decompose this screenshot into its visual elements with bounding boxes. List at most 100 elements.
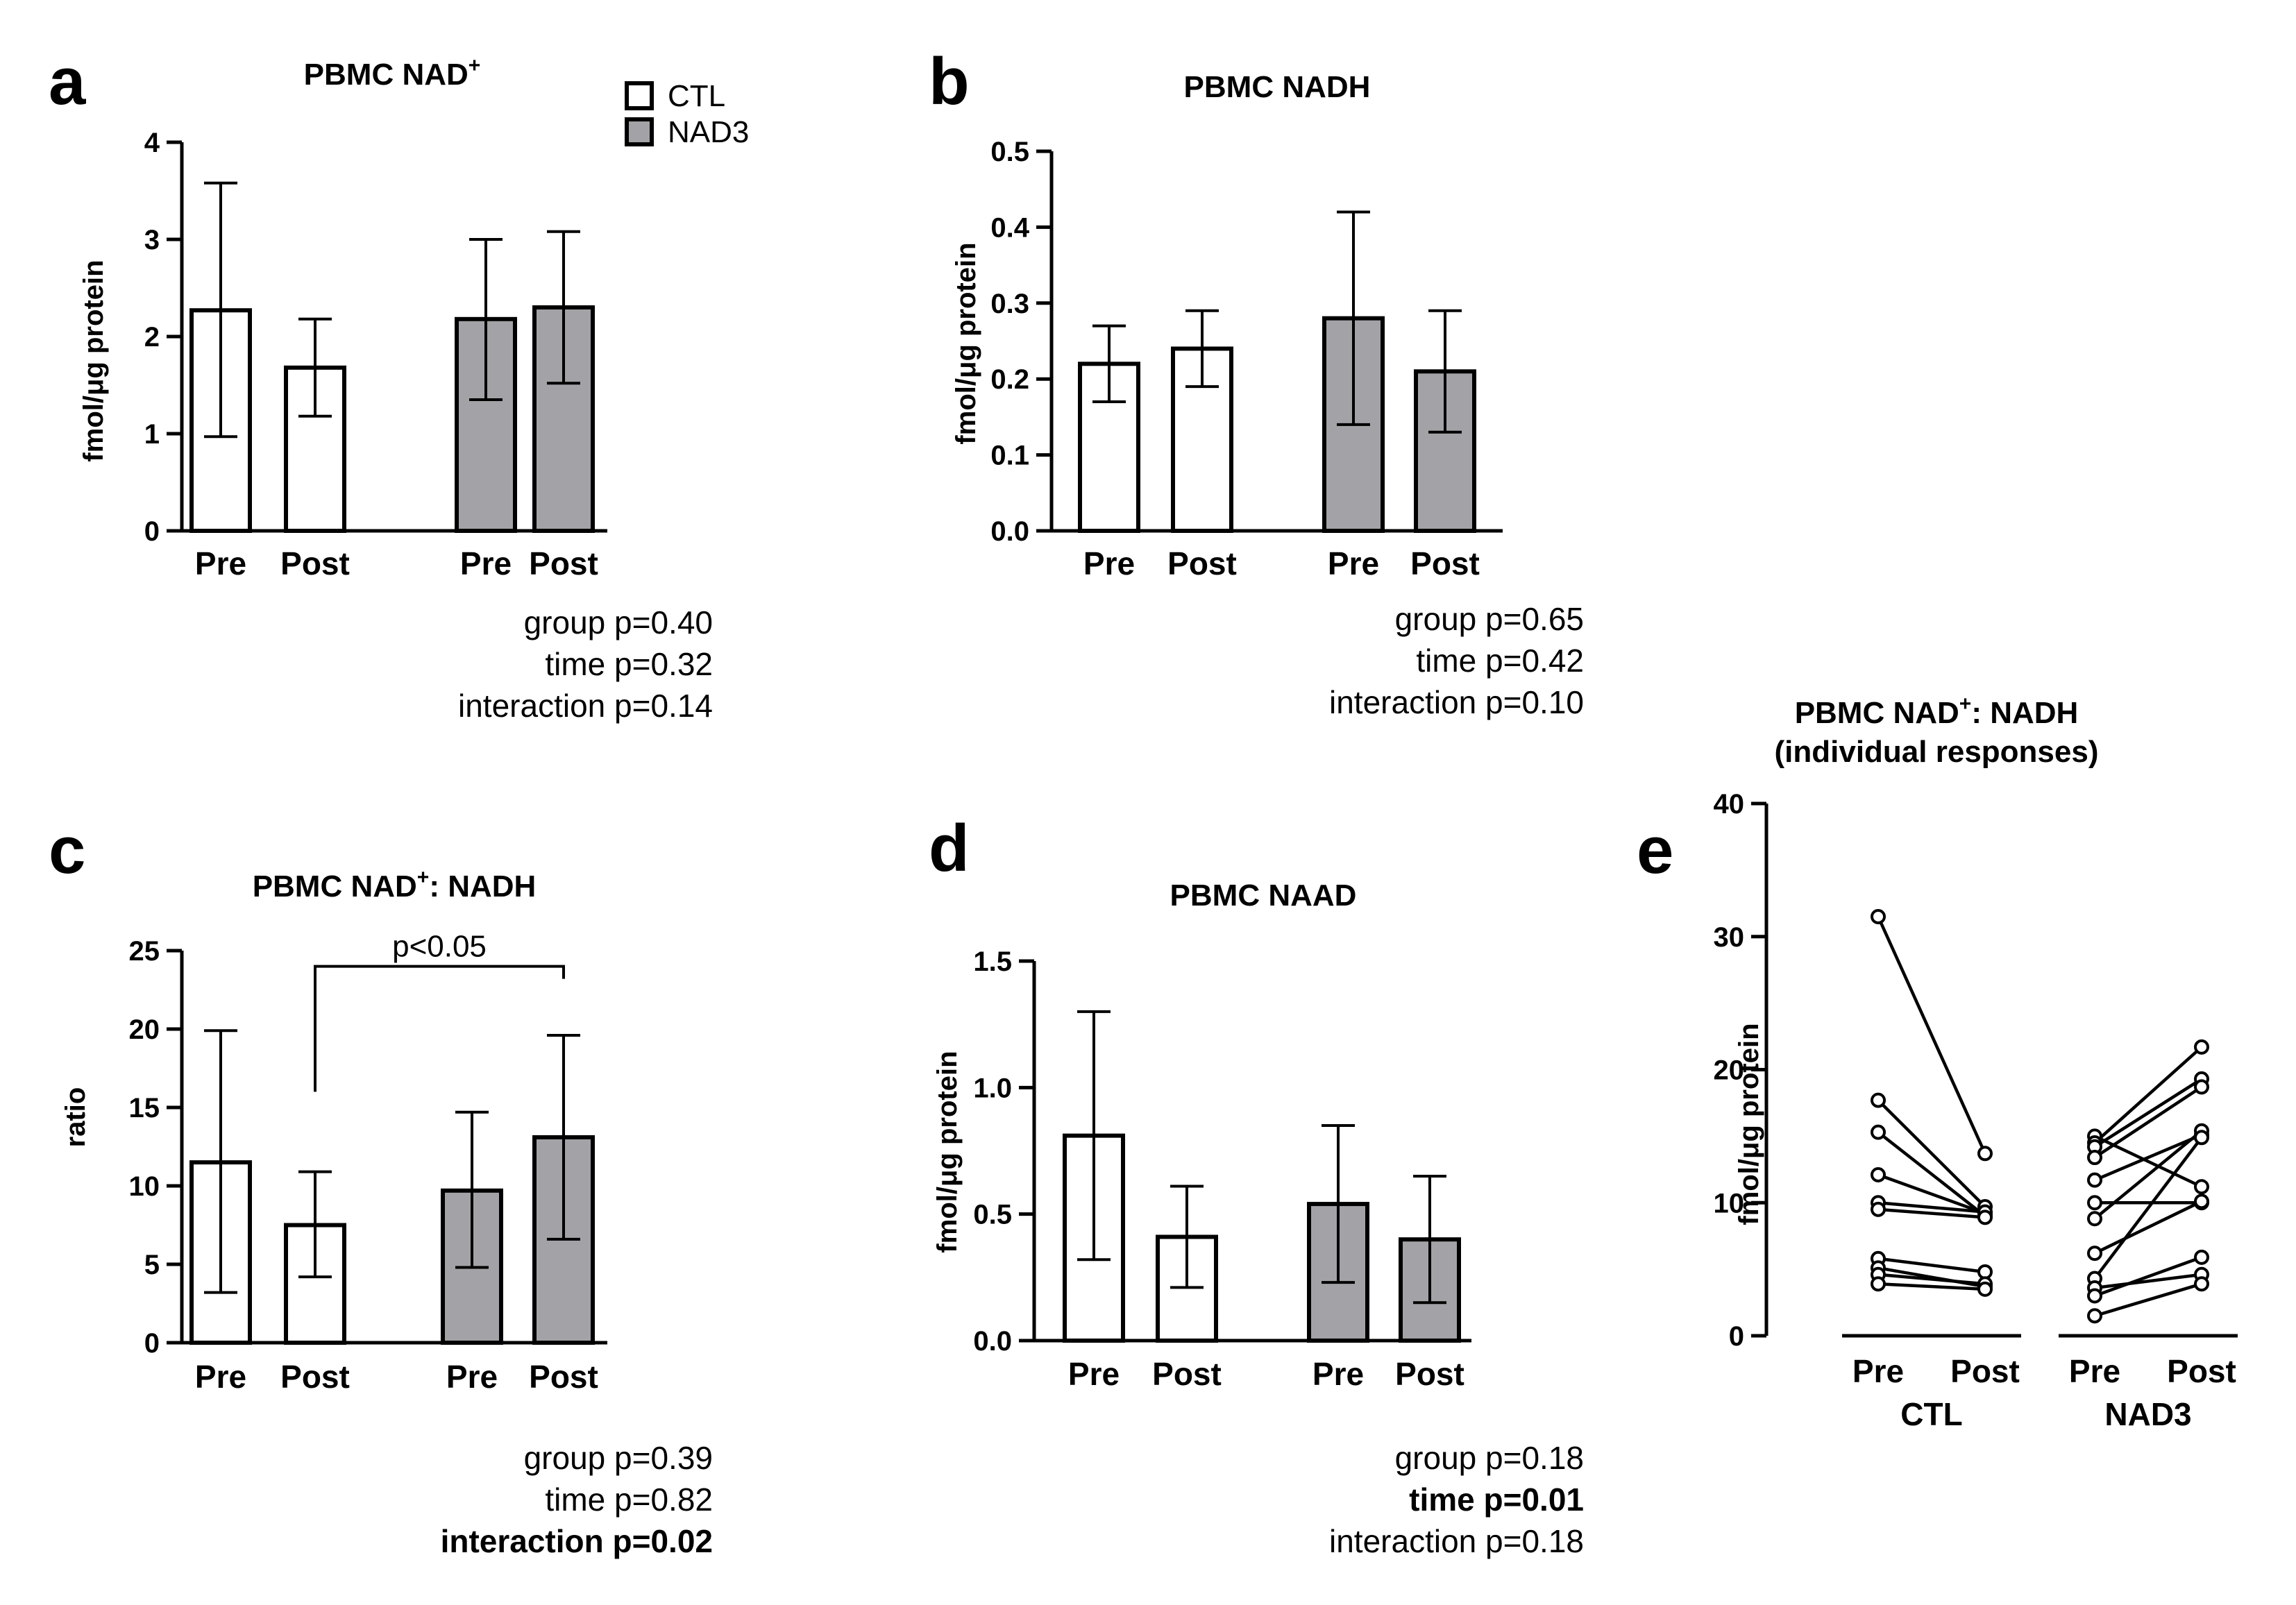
point-pre-NAD3-10 xyxy=(2087,1288,2102,1304)
response-line-NAD3-2 xyxy=(2093,1078,2203,1148)
significance-label: p<0.05 xyxy=(392,930,487,964)
title-main: PBMC NADH xyxy=(1184,70,1371,104)
x-tick-label-a-2: Pre xyxy=(460,545,512,581)
point-pre-NAD3-4 xyxy=(2087,1172,2102,1188)
response-line-NAD3-9 xyxy=(2094,1273,2202,1290)
y-tick-label-e: 0 xyxy=(1729,1321,1744,1352)
response-line-CTL-3 xyxy=(1877,1173,1986,1215)
y-tick-label-b: 0.5 xyxy=(990,137,1029,167)
legend-label-nad3: NAD3 xyxy=(668,115,749,149)
y-axis-label-d: fmol/μg protein xyxy=(932,1051,963,1252)
x-tick-label-a-3: Post xyxy=(529,545,598,581)
legend-swatch-ctl xyxy=(625,81,654,110)
response-line-NAD3-1 xyxy=(2093,1046,2203,1144)
stat-line-b: interaction p=0.10 xyxy=(1329,684,1584,720)
y-tick-label-b: 0.1 xyxy=(990,441,1029,471)
stat-line-d: time p=0.01 xyxy=(1409,1481,1584,1518)
y-tick-label-c: 15 xyxy=(129,1093,160,1123)
title-superscript: + xyxy=(469,54,481,77)
significance-bracket xyxy=(314,965,565,1092)
x-tick-label-a-0: Pre xyxy=(195,545,246,581)
panel-subtitle-e: (individual responses) xyxy=(1775,735,2099,769)
point-post-NAD3-7 xyxy=(2194,1194,2209,1209)
x-tick-label-c-2: Pre xyxy=(446,1359,498,1395)
panel-title-a: PBMC NAD+ xyxy=(304,54,481,92)
y-axis-label-e: fmol/μg protein xyxy=(1734,1023,1764,1225)
y-tick-label-d: 0.0 xyxy=(973,1326,1012,1357)
response-line-CTL-8 xyxy=(1877,1273,1986,1286)
stat-line-a: group p=0.40 xyxy=(524,604,713,640)
point-pre-CTL-2 xyxy=(1871,1124,1886,1140)
point-pre-CTL-9 xyxy=(1871,1276,1886,1292)
y-tick-label-e: 20 xyxy=(1714,1055,1745,1086)
response-line-NAD3-4 xyxy=(2094,1133,2202,1182)
point-pre-NAD3-7 xyxy=(2087,1246,2102,1262)
stat-line-d: group p=0.18 xyxy=(1395,1440,1584,1476)
response-line-NAD3-11 xyxy=(2094,1282,2202,1318)
y-tick-label-a: 2 xyxy=(144,322,160,353)
y-tick-label-c: 25 xyxy=(129,936,160,967)
y-tick-label-e: 30 xyxy=(1714,922,1745,953)
response-line-NAD3-10 xyxy=(2094,1255,2202,1298)
x-tick-label-CTL-pre: Pre xyxy=(1852,1353,1904,1389)
point-pre-NAD3-6 xyxy=(2087,1211,2102,1227)
title-main: PBMC NAAD xyxy=(1170,878,1357,912)
stat-line-b: group p=0.65 xyxy=(1395,601,1584,637)
panel-e: e PBMC NAD+: NADH (individual responses) fm… xyxy=(1637,693,2238,1432)
point-pre-NAD3-11 xyxy=(2087,1308,2102,1324)
y-tick-label-c: 10 xyxy=(129,1171,160,1202)
response-line-CTL-5 xyxy=(1877,1207,1986,1219)
stat-line-c: time p=0.82 xyxy=(545,1481,713,1518)
y-tick-label-b: 0.3 xyxy=(990,289,1029,319)
y-axis-label-a: fmol/μg protein xyxy=(78,260,109,461)
panel-d: d PBMC NAAD fmol/μg protein 0.0 0.5 1.0 1.5 Pre… xyxy=(929,811,1584,1559)
panel-letter-e: e xyxy=(1637,813,1673,888)
y-tick-label-a: 3 xyxy=(144,225,160,255)
panel-b: b PBMC NADH fmol/μg protein 0.0 0.1 0.2 0.3 0.4… xyxy=(929,44,1584,720)
panel-title-d: PBMC NAAD xyxy=(1170,878,1357,912)
legend-swatch-nad3 xyxy=(625,117,654,146)
response-line-NAD3-6 xyxy=(2093,1129,2203,1220)
point-post-CTL-9 xyxy=(1977,1281,1993,1297)
point-post-NAD3-3 xyxy=(2194,1079,2209,1095)
title-superscript: + xyxy=(417,866,430,889)
y-tick-label-d: 0.5 xyxy=(973,1200,1012,1230)
title-rest: : NADH xyxy=(429,869,536,903)
panel-letter-a: a xyxy=(49,44,86,119)
y-tick-label-c: 5 xyxy=(144,1250,160,1280)
x-tick-label-b-3: Post xyxy=(1410,545,1480,581)
point-post-NAD3-8 xyxy=(2194,1130,2209,1146)
x-tick-label-d-1: Post xyxy=(1152,1356,1222,1392)
x-tick-label-NAD3-post: Post xyxy=(2167,1353,2236,1389)
x-tick-label-b-1: Post xyxy=(1167,545,1237,581)
x-tick-label-b-0: Pre xyxy=(1083,545,1135,581)
point-pre-NAD3-3 xyxy=(2087,1150,2102,1166)
x-tick-label-a-1: Post xyxy=(280,545,350,581)
x-tick-label-d-2: Pre xyxy=(1312,1356,1364,1392)
title-rest: : NADH xyxy=(1971,696,2078,730)
response-line-CTL-6 xyxy=(1877,1257,1986,1274)
legend-label-ctl: CTL xyxy=(668,79,725,113)
response-line-CTL-9 xyxy=(1877,1282,1986,1291)
point-pre-CTL-5 xyxy=(1871,1201,1886,1217)
x-tick-label-c-1: Post xyxy=(280,1359,350,1395)
point-pre-CTL-3 xyxy=(1871,1166,1886,1182)
y-tick-label-c: 20 xyxy=(129,1014,160,1045)
title-main: PBMC NAD xyxy=(1795,696,1959,730)
y-tick-label-a: 4 xyxy=(144,128,160,158)
x-tick-label-b-2: Pre xyxy=(1328,545,1379,581)
point-post-CTL-0 xyxy=(1977,1146,1993,1162)
panel-title-e: PBMC NAD+: NADH xyxy=(1795,693,2079,730)
stat-line-d: interaction p=0.18 xyxy=(1329,1523,1584,1559)
response-line-NAD3-3 xyxy=(2093,1085,2203,1159)
x-tick-label-c-0: Pre xyxy=(195,1359,246,1395)
panel-a: a PBMC NAD+ fmol/μg protein 0 1 2 3 4 Pre Post Pre… xyxy=(49,44,713,724)
response-line-NAD3-8 xyxy=(2093,1136,2203,1280)
y-tick-label-b: 0.0 xyxy=(990,516,1029,547)
x-tick-label-CTL-post: Post xyxy=(1950,1353,2020,1389)
y-tick-label-d: 1.5 xyxy=(973,946,1012,977)
stat-line-b: time p=0.42 xyxy=(1416,643,1584,679)
panel-letter-c: c xyxy=(49,813,85,888)
